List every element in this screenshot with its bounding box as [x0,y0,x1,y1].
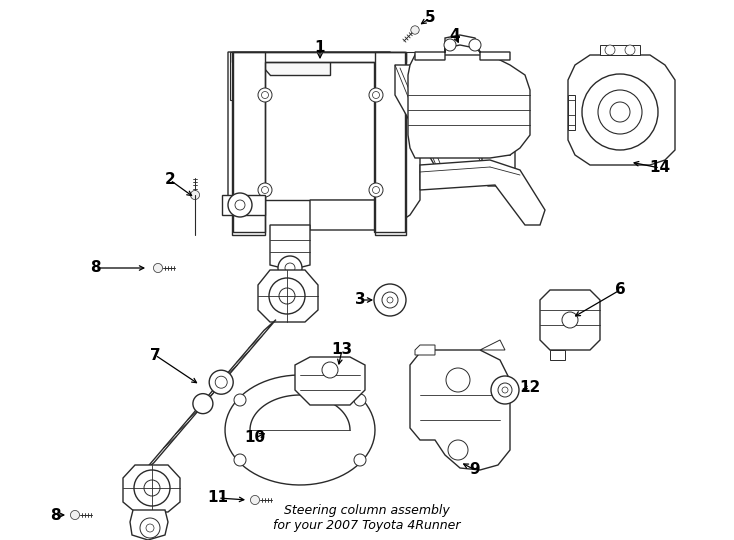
Polygon shape [550,350,565,360]
Circle shape [469,39,481,51]
Circle shape [250,496,260,504]
Polygon shape [270,225,310,270]
Text: 7: 7 [150,348,160,362]
Circle shape [278,256,302,280]
Text: 9: 9 [470,462,480,477]
Polygon shape [232,52,406,62]
Circle shape [448,440,468,460]
Text: 1: 1 [315,40,325,56]
Polygon shape [228,52,420,230]
Circle shape [234,394,246,406]
Text: Steering column assembly
for your 2007 Toyota 4Runner: Steering column assembly for your 2007 T… [273,504,461,532]
Circle shape [234,454,246,466]
Polygon shape [482,140,515,186]
Circle shape [562,312,578,328]
Circle shape [215,376,228,388]
Circle shape [582,74,658,150]
Text: 11: 11 [208,490,228,505]
Circle shape [209,370,233,394]
Polygon shape [255,58,330,75]
Circle shape [140,518,160,538]
Polygon shape [222,195,265,215]
Polygon shape [600,45,640,55]
Circle shape [387,297,393,303]
Circle shape [598,90,642,134]
Circle shape [354,454,366,466]
Polygon shape [192,191,198,199]
Text: 8: 8 [50,508,60,523]
Polygon shape [415,345,435,355]
Polygon shape [258,270,318,322]
Circle shape [374,284,406,316]
Circle shape [446,368,470,392]
Circle shape [269,278,305,314]
Polygon shape [130,510,168,540]
Text: 3: 3 [355,293,366,307]
Text: 10: 10 [244,430,266,445]
Polygon shape [480,340,505,350]
Polygon shape [415,35,510,60]
Polygon shape [252,496,258,504]
Circle shape [369,88,383,102]
Circle shape [190,191,200,200]
Circle shape [235,200,245,210]
Circle shape [605,45,615,55]
Text: 8: 8 [90,260,101,275]
Polygon shape [412,26,418,33]
Circle shape [444,39,456,51]
Circle shape [153,264,162,273]
Circle shape [258,183,272,197]
Polygon shape [225,375,375,485]
Text: 5: 5 [425,10,435,25]
Text: 2: 2 [164,172,175,187]
Circle shape [625,45,635,55]
Circle shape [258,88,272,102]
Polygon shape [395,65,490,175]
Circle shape [70,510,79,519]
Circle shape [146,524,154,532]
Polygon shape [410,350,510,470]
Circle shape [261,91,269,98]
Circle shape [610,102,630,122]
Polygon shape [568,55,675,165]
Polygon shape [540,290,600,350]
Circle shape [498,383,512,397]
Circle shape [354,394,366,406]
Polygon shape [568,95,575,130]
Circle shape [261,186,269,193]
Circle shape [228,193,252,217]
Polygon shape [420,160,545,225]
Circle shape [372,186,379,193]
Circle shape [369,183,383,197]
Text: 13: 13 [332,342,352,357]
Polygon shape [232,52,265,235]
Circle shape [502,387,508,393]
Circle shape [134,470,170,506]
Circle shape [382,292,398,308]
Text: 12: 12 [520,381,541,395]
Text: 6: 6 [614,282,625,298]
Polygon shape [375,52,406,235]
Circle shape [193,394,213,414]
Text: 14: 14 [650,160,671,176]
Polygon shape [155,265,161,272]
Polygon shape [295,357,365,405]
Polygon shape [230,52,415,100]
Text: 4: 4 [450,28,460,43]
Circle shape [491,376,519,404]
Polygon shape [142,320,276,474]
Circle shape [322,362,338,378]
Polygon shape [72,511,78,518]
Circle shape [279,288,295,304]
Circle shape [411,26,419,34]
Circle shape [144,480,160,496]
Circle shape [372,91,379,98]
Polygon shape [123,465,180,512]
Polygon shape [408,55,530,158]
